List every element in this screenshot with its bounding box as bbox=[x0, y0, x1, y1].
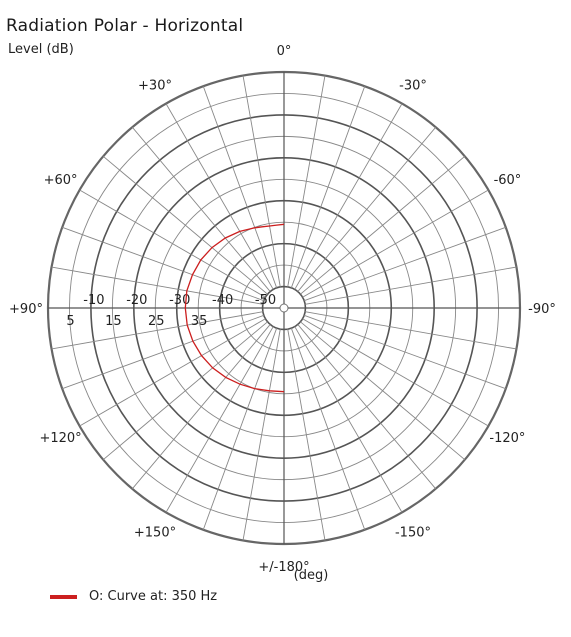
grid-spoke bbox=[102, 321, 268, 461]
angle-label: +120° bbox=[39, 431, 81, 446]
grid-spoke bbox=[202, 86, 278, 288]
center-marker bbox=[279, 303, 289, 313]
angle-label: +60° bbox=[44, 173, 78, 188]
angle-label: -120° bbox=[489, 431, 525, 446]
grid-spoke bbox=[51, 266, 263, 305]
radial-axis-label: Level (dB) bbox=[8, 42, 74, 57]
grid-spoke bbox=[300, 155, 466, 295]
legend-label: O: Curve at: 350 Hz bbox=[89, 589, 218, 604]
radial-tick-label: 5 bbox=[66, 314, 74, 329]
angle-label: +90° bbox=[9, 302, 43, 317]
angle-unit-label: (deg) bbox=[294, 568, 329, 583]
grid-spoke bbox=[242, 329, 281, 541]
grid-spoke bbox=[302, 318, 489, 427]
grid-spoke bbox=[165, 326, 274, 513]
grid-spoke bbox=[102, 155, 268, 295]
grid-spoke bbox=[302, 189, 489, 298]
angle-label: +30° bbox=[138, 79, 172, 94]
grid-spoke bbox=[242, 75, 281, 287]
grid-spoke bbox=[131, 126, 271, 292]
grid-spoke bbox=[287, 75, 326, 287]
grid-spoke bbox=[79, 318, 266, 427]
series-curve bbox=[184, 223, 285, 393]
radial-tick-label: -40 bbox=[212, 293, 233, 308]
grid-spoke bbox=[290, 86, 366, 288]
grid-spoke bbox=[62, 226, 264, 302]
radial-tick-label: 15 bbox=[105, 314, 122, 329]
grid-spoke bbox=[287, 329, 326, 541]
angle-label: -60° bbox=[494, 173, 522, 188]
grid-spoke bbox=[62, 314, 264, 390]
grid-spoke bbox=[202, 328, 278, 530]
radial-tick-label: -50 bbox=[255, 293, 276, 308]
grid-spoke bbox=[294, 326, 403, 513]
grid-spoke bbox=[297, 126, 437, 292]
legend: O: Curve at: 350 Hz bbox=[50, 589, 217, 604]
radial-tick-label: -10 bbox=[83, 293, 104, 308]
grid-spoke bbox=[131, 324, 271, 490]
angle-label: -30° bbox=[399, 79, 427, 94]
grid-spoke bbox=[294, 103, 403, 290]
radial-tick-label: 35 bbox=[191, 314, 208, 329]
grid-spoke bbox=[290, 328, 366, 530]
grid-spoke bbox=[300, 321, 466, 461]
grid-spoke bbox=[51, 311, 263, 350]
grid-spoke bbox=[305, 266, 517, 305]
angle-label: 0° bbox=[277, 44, 292, 59]
grid-spoke bbox=[79, 189, 266, 298]
angle-label: +150° bbox=[134, 525, 176, 540]
radial-tick-label: 25 bbox=[148, 314, 165, 329]
grid-spoke bbox=[304, 314, 506, 390]
grid-spoke bbox=[305, 311, 517, 350]
grid-spoke bbox=[304, 226, 506, 302]
chart-title: Radiation Polar - Horizontal bbox=[6, 16, 244, 36]
angle-label: -90° bbox=[528, 302, 556, 317]
grid-spoke bbox=[297, 324, 437, 490]
angle-label: -150° bbox=[395, 525, 431, 540]
angle-label: +/-180° bbox=[258, 560, 309, 575]
radial-tick-label: -30 bbox=[169, 293, 190, 308]
legend-swatch bbox=[50, 594, 77, 599]
grid-spoke bbox=[165, 103, 274, 290]
radial-tick-label: -20 bbox=[126, 293, 147, 308]
